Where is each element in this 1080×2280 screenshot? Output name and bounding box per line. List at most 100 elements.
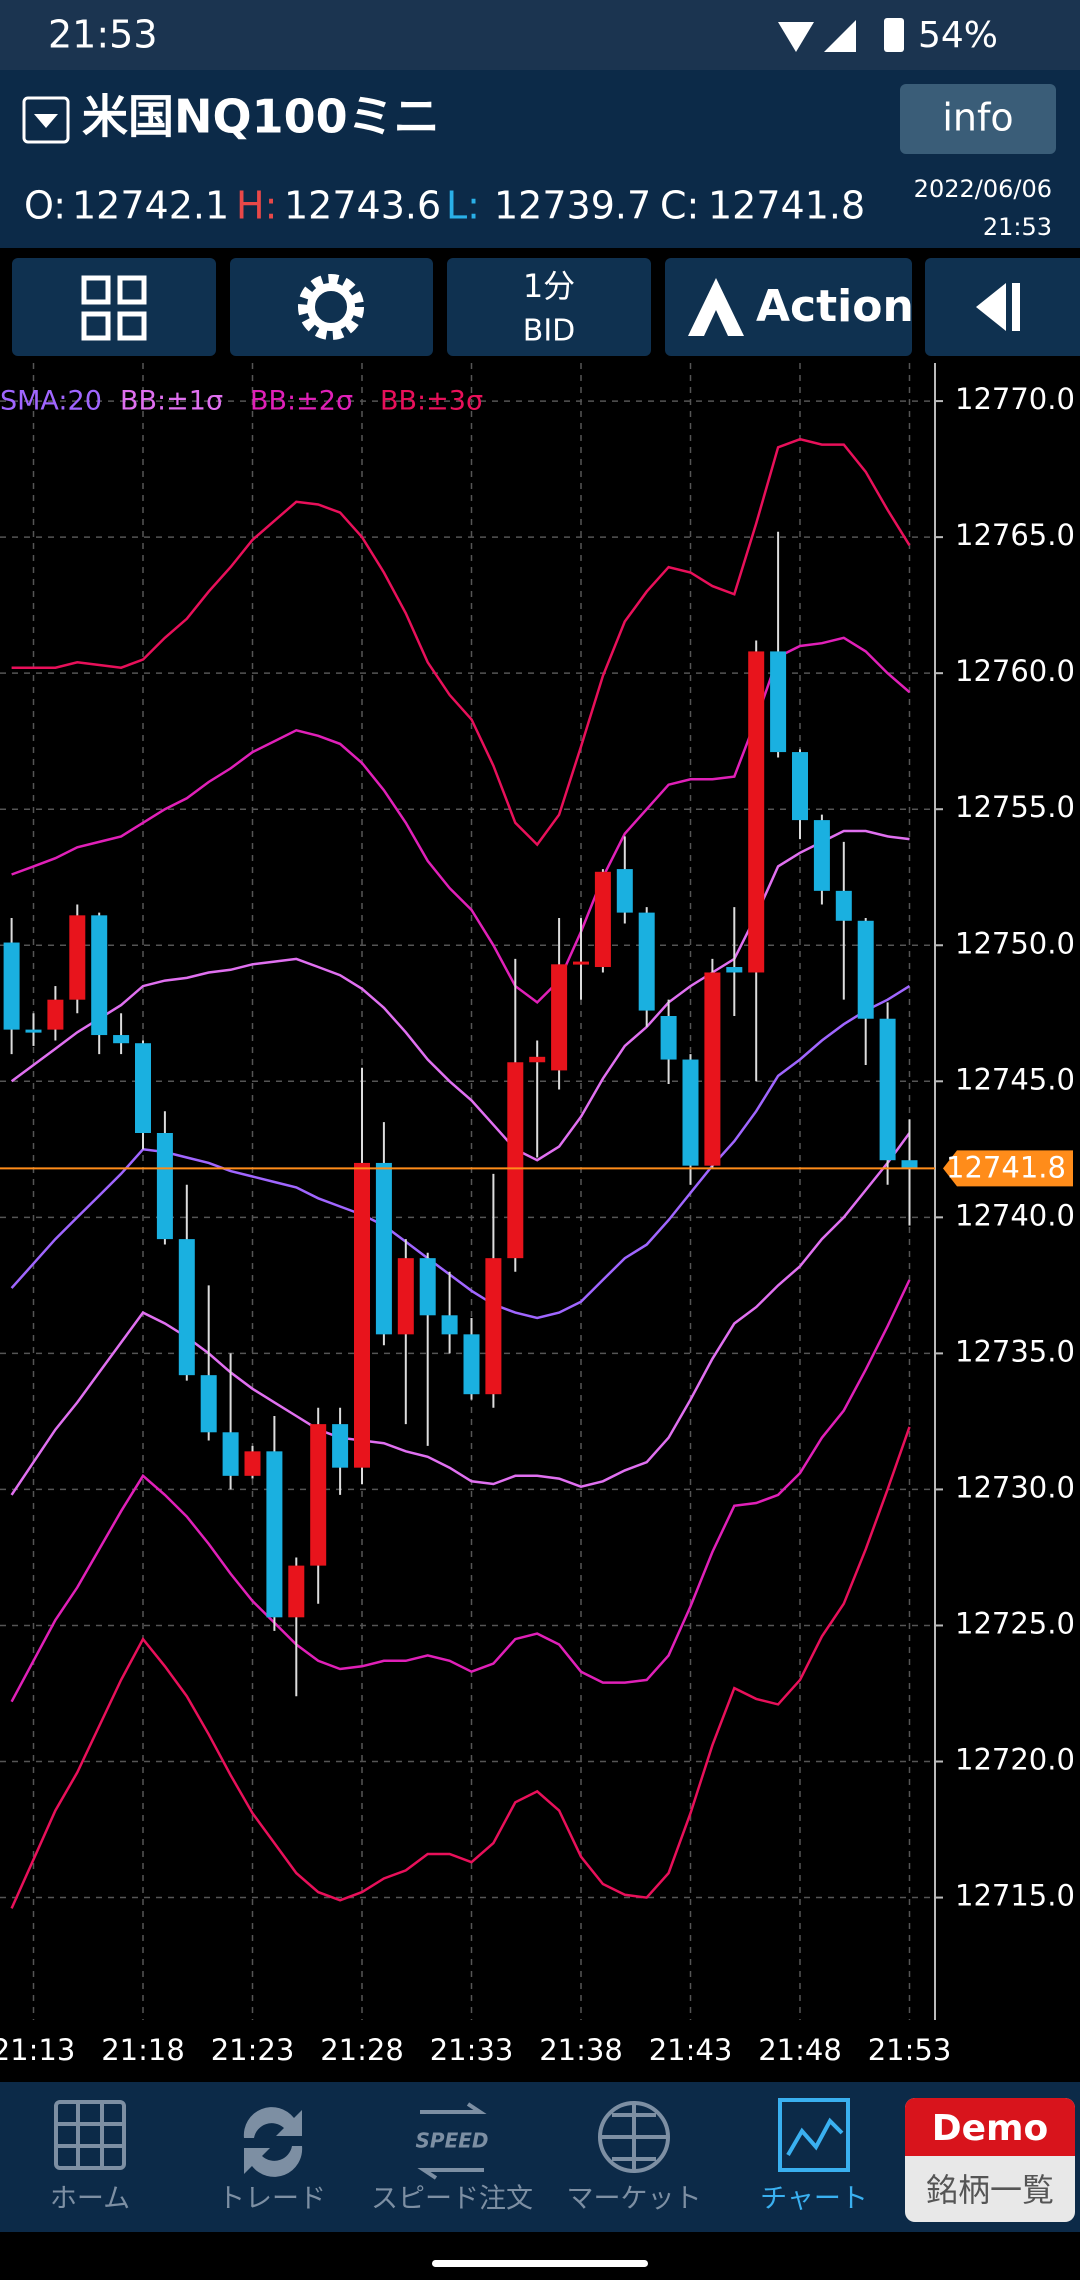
indicator-line	[10, 1279, 911, 1703]
layout-button[interactable]	[12, 258, 216, 356]
nav-labels: ホーム トレード スピード注文 マーケット チャート	[50, 2184, 868, 2215]
candle-body	[397, 1258, 414, 1335]
candle-body	[244, 1451, 261, 1476]
dropdown-arrow	[34, 114, 58, 128]
candle-body	[3, 942, 20, 1030]
candle-body	[594, 871, 611, 968]
last-price-box	[943, 1150, 1073, 1187]
x-tick-label: 21:13	[0, 2033, 75, 2067]
candle-body	[879, 1018, 896, 1161]
ohlc-value: 12743.6	[284, 184, 441, 228]
candle-body	[616, 869, 633, 913]
ohlc-value: 12742.1	[72, 184, 229, 228]
candle-body	[638, 912, 655, 1011]
candle-body	[901, 1160, 918, 1169]
speed-icon	[417, 2102, 487, 2180]
candle-body	[310, 1424, 327, 1566]
info-button[interactable]	[900, 84, 1056, 154]
legend-entry: BB:±3σ	[380, 386, 483, 417]
y-tick-label: 12715.0	[955, 1879, 1075, 1913]
bottom-nav	[0, 2082, 1080, 2232]
battery-level: 54%	[918, 15, 998, 56]
candle-body	[113, 1035, 130, 1044]
nav-label: マーケット	[567, 2184, 702, 2215]
legend-entry: SMA:20	[0, 386, 102, 417]
action-label: Action	[756, 281, 914, 332]
candle-body	[354, 1162, 370, 1468]
candle-body	[156, 1133, 173, 1240]
collapse-icon	[976, 283, 1020, 331]
status-time: 21:53	[48, 13, 158, 57]
speed-icon-text: SPEED	[416, 2129, 489, 2153]
indicator-line	[11, 437, 911, 847]
x-tick-label: 21:53	[868, 2033, 952, 2067]
x-tick-label: 21:38	[539, 2033, 623, 2067]
gear-ring	[307, 283, 355, 331]
market-icon-lines	[600, 2103, 668, 2171]
price-type-label: BID	[523, 314, 576, 349]
candle-body	[770, 651, 787, 753]
candle-body	[135, 1043, 151, 1134]
time: 21:53	[983, 213, 1052, 241]
y-tick-label: 12745.0	[955, 1062, 1075, 1096]
candle-body	[69, 915, 86, 1000]
ohlc-label: O:	[24, 184, 66, 228]
legend-entry: BB:±1σ	[120, 386, 223, 417]
candle-body	[419, 1258, 436, 1316]
candle-body	[726, 967, 743, 973]
nav-label: スピード注文	[371, 2184, 533, 2215]
gesture-bar	[432, 2260, 648, 2267]
indicator-line	[10, 1132, 911, 1496]
candle-body	[835, 890, 852, 921]
nav-label: チャート	[760, 2184, 868, 2215]
candle-body	[573, 961, 589, 965]
demo-top	[905, 2098, 1075, 2156]
x-tick-label: 21:43	[649, 2033, 733, 2067]
candle-body	[485, 1258, 502, 1395]
indicator-line	[10, 1426, 911, 1909]
candle-body	[682, 1059, 699, 1166]
demo-sub-label: 銘柄一覧	[926, 2171, 1054, 2209]
x-tick-label: 21:23	[211, 2033, 295, 2067]
y-tick-label: 12720.0	[955, 1743, 1075, 1777]
candle-body	[222, 1432, 239, 1476]
x-tick-label: 21:48	[758, 2033, 842, 2067]
gear-icon	[298, 274, 364, 340]
ohlc-label: C:	[660, 184, 699, 228]
ohlc-label: L:	[446, 184, 480, 228]
home-icon	[54, 2100, 126, 2170]
battery-icon	[884, 18, 904, 52]
ohlc-value: 12741.8	[708, 184, 865, 228]
signal-icon	[824, 20, 856, 52]
x-tick-label: 21:33	[430, 2033, 514, 2067]
trade-icon	[243, 2107, 303, 2177]
candle-body	[332, 1424, 349, 1468]
action-logo	[688, 278, 744, 336]
y-tick-label: 12735.0	[955, 1334, 1075, 1368]
grid-icon	[81, 275, 147, 341]
candle-body	[375, 1162, 392, 1335]
nav-label: トレード	[218, 2184, 326, 2215]
dropdown[interactable]	[22, 96, 70, 144]
candle-body	[178, 1239, 195, 1376]
chart-icon	[778, 2098, 850, 2172]
candle-body	[507, 1062, 524, 1259]
ohlc-row: O: 12742.1 H: 12743.6 L: 12739.7 C: 12741.8	[24, 184, 865, 228]
ohlc-value: 12739.7	[494, 184, 651, 228]
chart: 12715.0 12720.0 12725.0 12730.0 12735.0 12740…	[0, 363, 1075, 2067]
settings-button[interactable]	[230, 258, 433, 356]
info-label: info	[942, 96, 1013, 140]
candle-body	[25, 1029, 42, 1033]
candle-body	[748, 651, 765, 973]
nav-icons	[54, 2098, 850, 2180]
candle-body	[91, 915, 108, 1036]
y-tick-label: 12765.0	[955, 518, 1075, 552]
y-tick-label: 12770.0	[955, 382, 1075, 416]
period-button[interactable]	[447, 258, 651, 356]
candle-body	[529, 1056, 546, 1063]
candle-body	[813, 820, 830, 891]
demo-label: Demo	[932, 2108, 1049, 2149]
last-price-label: 12741.8	[946, 1150, 1066, 1184]
